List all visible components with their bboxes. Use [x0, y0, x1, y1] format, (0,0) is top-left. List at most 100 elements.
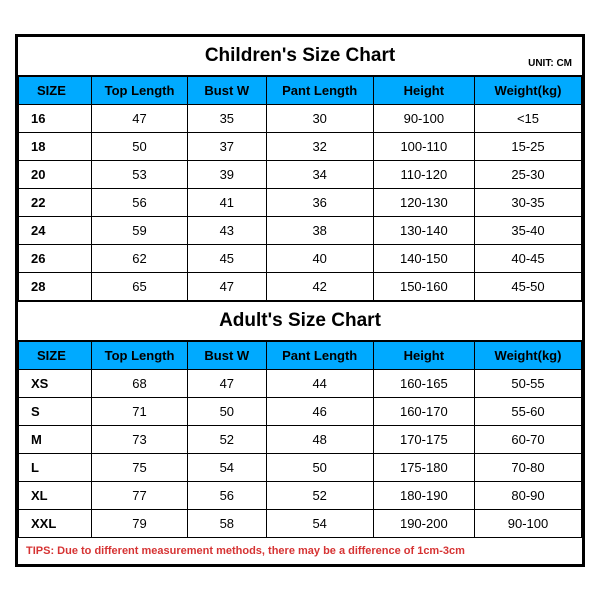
table-cell: 46 — [266, 397, 373, 425]
table-cell: 32 — [266, 132, 373, 160]
table-cell: 55-60 — [475, 397, 582, 425]
table-row: 22564136120-13030-35 — [19, 188, 582, 216]
col-top: Top Length — [92, 76, 188, 104]
table-cell: 38 — [266, 216, 373, 244]
table-cell: 90-100 — [373, 104, 474, 132]
col-height: Height — [373, 341, 474, 369]
col-top: Top Length — [92, 341, 188, 369]
table-cell: 60-70 — [475, 425, 582, 453]
children-tbody: 1647353090-100<1518503732100-11015-25205… — [19, 104, 582, 300]
table-cell: 110-120 — [373, 160, 474, 188]
unit-label: UNIT: CM — [528, 58, 572, 69]
col-weight: Weight(kg) — [475, 76, 582, 104]
table-row: 28654742150-16045-50 — [19, 272, 582, 300]
col-pant: Pant Length — [266, 341, 373, 369]
table-cell: 45 — [187, 244, 266, 272]
table-cell: 175-180 — [373, 453, 474, 481]
table-cell: 56 — [92, 188, 188, 216]
table-cell: 52 — [266, 481, 373, 509]
table-cell: 77 — [92, 481, 188, 509]
table-cell: 68 — [92, 369, 188, 397]
table-cell: <15 — [475, 104, 582, 132]
col-bust: Bust W — [187, 76, 266, 104]
table-cell: 44 — [266, 369, 373, 397]
table-cell: 37 — [187, 132, 266, 160]
table-cell: 150-160 — [373, 272, 474, 300]
table-cell: 28 — [19, 272, 92, 300]
table-row: XL775652180-19080-90 — [19, 481, 582, 509]
table-cell: 39 — [187, 160, 266, 188]
table-cell: 35-40 — [475, 216, 582, 244]
col-pant: Pant Length — [266, 76, 373, 104]
table-cell: L — [19, 453, 92, 481]
table-cell: 73 — [92, 425, 188, 453]
table-cell: 170-175 — [373, 425, 474, 453]
adult-header-row: SIZE Top Length Bust W Pant Length Heigh… — [19, 341, 582, 369]
table-row: M735248170-17560-70 — [19, 425, 582, 453]
table-cell: 36 — [266, 188, 373, 216]
table-row: 20533934110-12025-30 — [19, 160, 582, 188]
table-row: 24594338130-14035-40 — [19, 216, 582, 244]
table-row: S715046160-17055-60 — [19, 397, 582, 425]
table-cell: 130-140 — [373, 216, 474, 244]
table-cell: 54 — [266, 509, 373, 537]
table-cell: S — [19, 397, 92, 425]
table-cell: 50 — [266, 453, 373, 481]
table-cell: 30 — [266, 104, 373, 132]
table-cell: 40 — [266, 244, 373, 272]
table-row: XS684744160-16550-55 — [19, 369, 582, 397]
table-cell: XL — [19, 481, 92, 509]
children-title-row: Children's Size Chart UNIT: CM — [18, 37, 582, 76]
table-cell: 16 — [19, 104, 92, 132]
table-cell: 26 — [19, 244, 92, 272]
table-cell: 43 — [187, 216, 266, 244]
table-cell: 30-35 — [475, 188, 582, 216]
adult-table: SIZE Top Length Bust W Pant Length Heigh… — [18, 341, 582, 538]
table-cell: 120-130 — [373, 188, 474, 216]
table-cell: 48 — [266, 425, 373, 453]
table-cell: XS — [19, 369, 92, 397]
table-cell: 62 — [92, 244, 188, 272]
table-cell: 52 — [187, 425, 266, 453]
col-bust: Bust W — [187, 341, 266, 369]
table-cell: 47 — [92, 104, 188, 132]
table-cell: 160-170 — [373, 397, 474, 425]
children-table: SIZE Top Length Bust W Pant Length Heigh… — [18, 76, 582, 301]
table-cell: 58 — [187, 509, 266, 537]
table-cell: 65 — [92, 272, 188, 300]
adult-title-row: Adult's Size Chart — [18, 301, 582, 341]
table-cell: 54 — [187, 453, 266, 481]
table-cell: 80-90 — [475, 481, 582, 509]
table-cell: 15-25 — [475, 132, 582, 160]
table-cell: 22 — [19, 188, 92, 216]
col-weight: Weight(kg) — [475, 341, 582, 369]
table-row: 1647353090-100<15 — [19, 104, 582, 132]
children-header-row: SIZE Top Length Bust W Pant Length Heigh… — [19, 76, 582, 104]
table-cell: 53 — [92, 160, 188, 188]
table-cell: 34 — [266, 160, 373, 188]
table-row: L755450175-18070-80 — [19, 453, 582, 481]
table-cell: 18 — [19, 132, 92, 160]
table-cell: 180-190 — [373, 481, 474, 509]
table-cell: 140-150 — [373, 244, 474, 272]
table-cell: 190-200 — [373, 509, 474, 537]
size-chart-container: Children's Size Chart UNIT: CM SIZE Top … — [15, 34, 585, 567]
table-cell: 50 — [92, 132, 188, 160]
children-section: Children's Size Chart UNIT: CM SIZE Top … — [18, 37, 582, 301]
adult-section: Adult's Size Chart SIZE Top Length Bust … — [18, 301, 582, 538]
table-cell: 90-100 — [475, 509, 582, 537]
adult-title: Adult's Size Chart — [18, 310, 582, 332]
table-cell: 59 — [92, 216, 188, 244]
table-cell: 20 — [19, 160, 92, 188]
table-cell: 71 — [92, 397, 188, 425]
table-cell: 41 — [187, 188, 266, 216]
table-cell: 56 — [187, 481, 266, 509]
table-cell: 35 — [187, 104, 266, 132]
tips-note: TIPS: Due to different measurement metho… — [18, 538, 582, 564]
table-cell: 45-50 — [475, 272, 582, 300]
table-cell: M — [19, 425, 92, 453]
table-row: 26624540140-15040-45 — [19, 244, 582, 272]
col-size: SIZE — [19, 341, 92, 369]
table-cell: 47 — [187, 369, 266, 397]
table-cell: 24 — [19, 216, 92, 244]
